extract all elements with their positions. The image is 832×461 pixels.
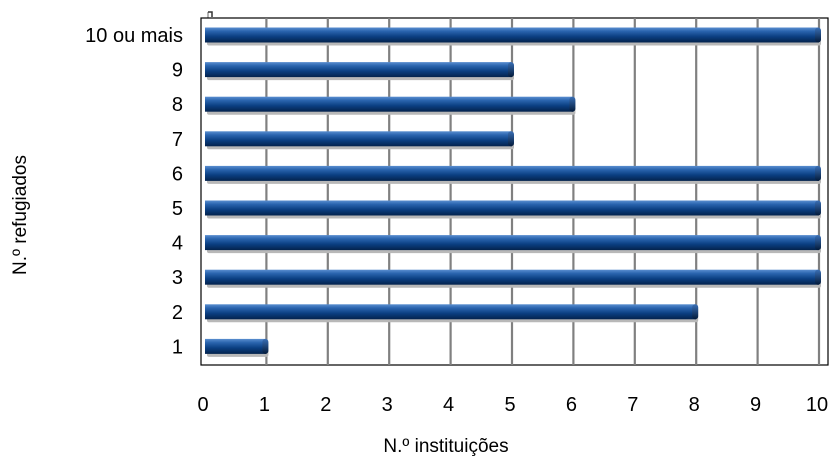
x-tick-label: 9 — [750, 394, 761, 416]
bar-body — [205, 165, 819, 181]
bar-cap — [262, 338, 269, 354]
bar-body — [205, 304, 697, 320]
x-tick-label: 3 — [382, 394, 393, 416]
y-tick-label: 10 ou mais — [85, 25, 183, 47]
y-tick-label: 8 — [172, 94, 183, 116]
y-axis-title: N.º refugiados — [10, 155, 31, 275]
y-tick-label: 3 — [172, 267, 183, 289]
bar-body — [205, 131, 512, 147]
bar-body — [205, 269, 819, 285]
bar — [205, 62, 514, 81]
bar-cap — [815, 200, 821, 216]
bar-cap — [815, 269, 821, 285]
bars — [205, 27, 821, 357]
x-tick-label: 7 — [627, 394, 638, 416]
bar — [205, 235, 821, 254]
x-tick-labels: 0 1 2 3 4 5 6 7 8 9 10 — [197, 394, 828, 416]
bar-cap — [815, 165, 821, 181]
y-tick-label: 7 — [172, 129, 183, 151]
bar-cap — [692, 304, 699, 320]
bar-body — [205, 27, 819, 43]
x-tick-label: 10 — [806, 394, 828, 416]
y-tick-label: 5 — [172, 198, 183, 220]
bar-cap — [508, 131, 514, 147]
x-tick-label: 8 — [689, 394, 700, 416]
bar-body — [205, 62, 512, 78]
bar-body — [205, 235, 819, 251]
x-tick-label: 2 — [320, 394, 331, 416]
bar-cap — [508, 62, 514, 78]
x-tick-label: 6 — [566, 394, 577, 416]
x-tick-label: 0 — [197, 394, 208, 416]
bar — [205, 200, 821, 219]
x-axis-title: N.º instituições — [383, 436, 508, 457]
y-tick-labels: 10 ou mais 9 8 7 6 5 4 3 2 1 — [85, 25, 183, 358]
bar — [205, 269, 821, 288]
x-tick-label: 5 — [504, 394, 515, 416]
y-tick-label: 9 — [172, 60, 183, 82]
bar-cap — [815, 235, 821, 251]
x-tick-label: 4 — [443, 394, 454, 416]
bar — [205, 27, 821, 46]
y-tick-label: 6 — [172, 163, 183, 185]
y-tick-label: 2 — [172, 302, 183, 324]
bar-cap — [569, 96, 576, 112]
bar-body — [205, 338, 267, 354]
x-tick-label: 1 — [259, 394, 270, 416]
y-tick-label: 1 — [172, 336, 183, 358]
bar — [205, 131, 514, 150]
bar — [205, 165, 821, 184]
y-tick-label: 4 — [172, 233, 183, 255]
bar — [205, 338, 269, 357]
bar-cap — [815, 27, 821, 43]
bar — [205, 304, 699, 323]
bar-body — [205, 96, 574, 112]
bar — [205, 96, 576, 115]
bar-body — [205, 200, 819, 216]
